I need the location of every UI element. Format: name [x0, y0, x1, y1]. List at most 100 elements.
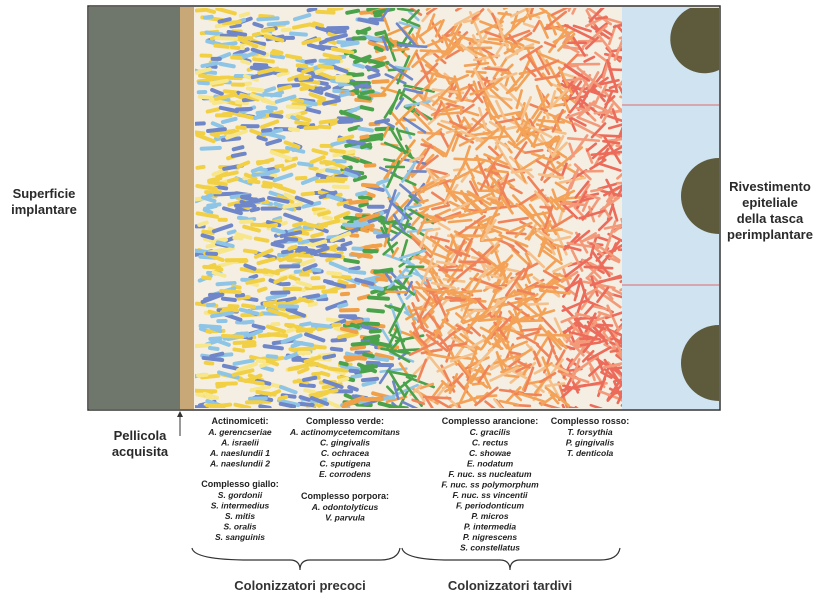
bacterium [371, 95, 385, 96]
species: A. gerencseriae [207, 427, 272, 437]
bacterium [365, 336, 378, 338]
bacterium [352, 254, 371, 257]
bacterium [212, 134, 218, 137]
bacterium [369, 297, 388, 298]
bacterium [361, 136, 367, 137]
bacterium [292, 99, 302, 101]
bacterium [220, 64, 233, 66]
bacterium [585, 267, 612, 268]
bacterium [199, 223, 206, 225]
bacterium [262, 367, 272, 370]
bacterium [341, 94, 349, 96]
bacterium [241, 14, 248, 16]
bacterium [363, 185, 378, 186]
bacterium [329, 8, 342, 10]
bacterium [317, 12, 333, 13]
bacterium [263, 30, 273, 31]
bacterium [305, 390, 313, 392]
bacterium [254, 326, 264, 328]
bacterium [309, 9, 316, 11]
bacterium [209, 182, 226, 184]
bacterium [299, 404, 312, 405]
bacterium [352, 347, 364, 349]
bacterium [203, 277, 210, 278]
bacterium [242, 61, 248, 63]
diagram: SuperficieimplantareRivestimentoepitelia… [0, 0, 816, 598]
bacterium [232, 57, 241, 58]
bacterium [208, 129, 225, 131]
bacterium [225, 91, 236, 92]
bacterium [210, 338, 220, 339]
bacterium [255, 65, 266, 66]
bacterium [359, 97, 369, 99]
bacterium [250, 276, 256, 278]
bacterium [424, 397, 450, 398]
species: F. periodonticum [456, 501, 524, 511]
species: A. israelii [220, 438, 259, 448]
bacterium [218, 283, 235, 284]
bacterium [243, 322, 252, 323]
bacterium [237, 333, 247, 334]
bacterium [369, 75, 378, 78]
bacterium [211, 354, 222, 357]
group-title: Complesso giallo: [201, 479, 279, 489]
bacterium [298, 65, 307, 66]
bacterium [286, 239, 297, 240]
bacterium [313, 270, 319, 271]
bacterium [337, 77, 350, 78]
bacterium [454, 169, 464, 170]
bacterium [269, 23, 288, 25]
bacterium [324, 217, 331, 218]
bacterium [364, 354, 372, 356]
bacterium [486, 68, 509, 70]
bacterium [301, 385, 314, 386]
bacterium [211, 81, 227, 84]
bacterium [337, 80, 348, 81]
bacterium [255, 271, 267, 272]
bacterium [290, 277, 298, 280]
bacterium [324, 356, 334, 358]
bacterium [320, 61, 338, 62]
bacterium [593, 325, 612, 326]
bacterium [252, 225, 267, 226]
bacterium [378, 235, 388, 236]
diagram-canvas: SuperficieimplantareRivestimentoepitelia… [0, 0, 816, 598]
bacterium [260, 406, 269, 408]
bacterium [341, 363, 347, 365]
bacterium [320, 127, 330, 128]
bacterium [254, 24, 261, 26]
bacterium [271, 115, 281, 116]
bacterium [301, 397, 309, 400]
pellicle [180, 7, 194, 409]
bacterium [224, 366, 237, 369]
bacterium [252, 209, 258, 210]
bacterium [283, 251, 292, 252]
bacterium [393, 49, 409, 51]
bacterium [345, 260, 358, 262]
bacterium [377, 279, 386, 280]
bacterium [398, 45, 426, 47]
bacterium [288, 107, 305, 108]
bacterium [272, 56, 283, 58]
bacterium [206, 10, 214, 12]
bacterium [358, 323, 378, 324]
species: C. sputigena [319, 459, 370, 469]
bacterium [321, 120, 337, 122]
bacterium [276, 166, 282, 167]
bacterium [319, 66, 332, 68]
bacterium [339, 122, 351, 123]
bacterium [275, 241, 285, 243]
bacterium [373, 81, 387, 82]
bacterium [229, 179, 237, 181]
bacterium [278, 73, 287, 75]
side-label: acquisita [112, 444, 169, 459]
bacterium [210, 348, 218, 349]
side-label: perimplantare [727, 227, 813, 242]
bacterium [263, 186, 271, 187]
bacterium [204, 358, 223, 360]
bacterium [339, 281, 346, 283]
bacterium [237, 295, 243, 296]
bacterium [253, 174, 268, 175]
brace-label: Colonizzatori precoci [234, 578, 365, 593]
bacterium [541, 207, 551, 208]
